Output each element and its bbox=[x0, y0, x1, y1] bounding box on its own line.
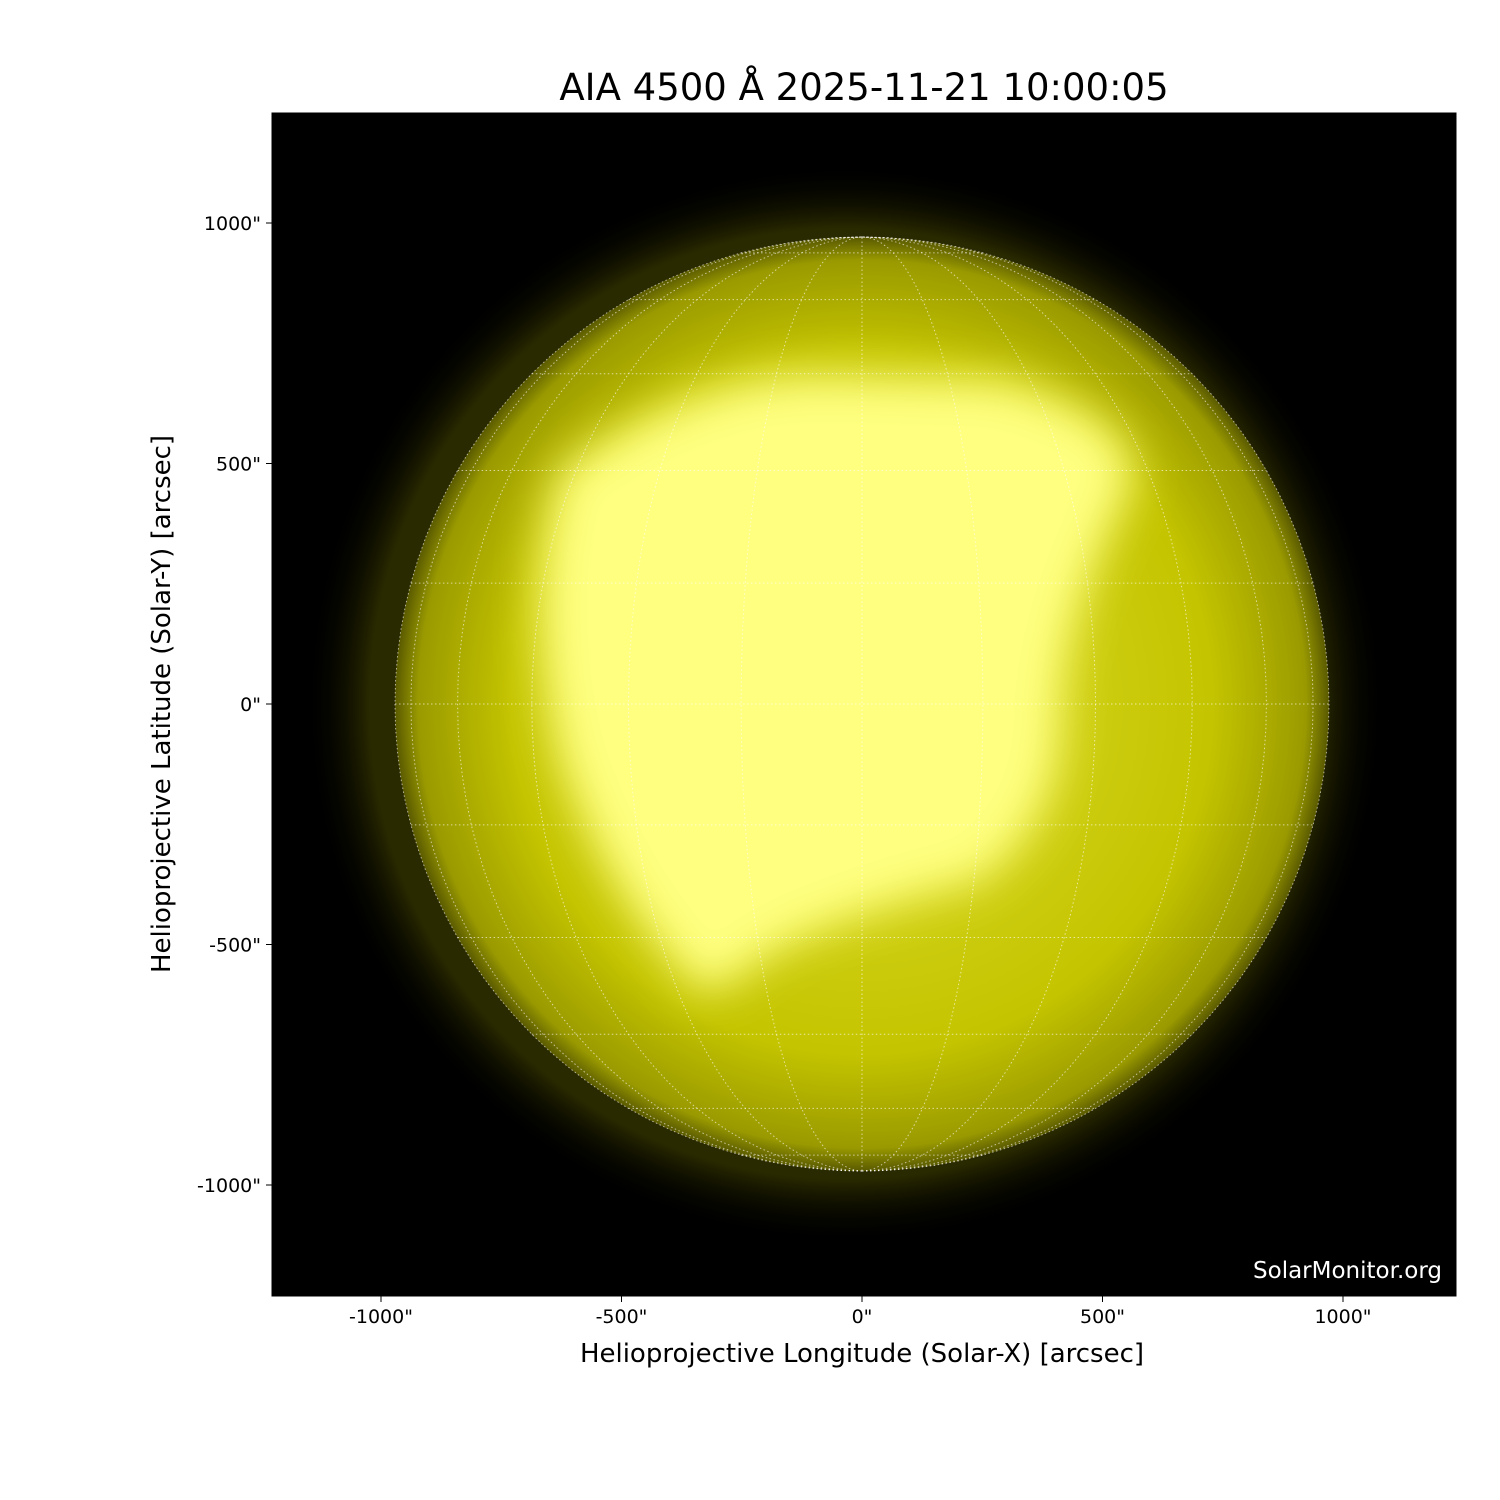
plot-title: AIA 4500 Å 2025-11-21 10:00:05 bbox=[559, 66, 1169, 109]
x-tick-label: -1000" bbox=[349, 1306, 413, 1328]
x-axis-label: Helioprojective Longitude (Solar-X) [arc… bbox=[580, 1339, 1144, 1369]
y-axis: 1000" 500" 0" -500" -1000" Helioprojective L… bbox=[147, 213, 272, 1197]
longitude-line bbox=[457, 236, 863, 1172]
longitude-line bbox=[531, 236, 863, 1172]
longitude-line bbox=[410, 236, 863, 1172]
longitude-line bbox=[861, 236, 1330, 1172]
heliographic-grid bbox=[394, 236, 1330, 1172]
y-tick-label: -1000" bbox=[197, 1175, 261, 1197]
longitude-line bbox=[394, 236, 863, 1172]
x-tick-label: 500" bbox=[1080, 1306, 1125, 1328]
x-tick-label: -500" bbox=[596, 1306, 648, 1328]
y-tick-label: 1000" bbox=[204, 213, 261, 235]
longitude-line bbox=[861, 236, 1097, 1172]
x-tick-label: 0" bbox=[852, 1306, 873, 1328]
longitude-line bbox=[861, 236, 1267, 1172]
x-axis: -1000" -500" 0" 500" 1000" Helioprojective L… bbox=[349, 1296, 1372, 1369]
y-axis-label: Helioprojective Latitude (Solar-Y) [arcs… bbox=[147, 435, 177, 973]
y-tick-label: -500" bbox=[209, 935, 261, 957]
longitude-line bbox=[627, 236, 863, 1172]
y-tick-label: 500" bbox=[216, 454, 261, 476]
longitude-line bbox=[861, 236, 1193, 1172]
watermark: SolarMonitor.org bbox=[1253, 1258, 1442, 1284]
longitude-line bbox=[861, 236, 1314, 1172]
y-tick-label: 0" bbox=[240, 694, 261, 716]
bright-region bbox=[540, 374, 1133, 992]
x-tick-label: 1000" bbox=[1314, 1306, 1371, 1328]
